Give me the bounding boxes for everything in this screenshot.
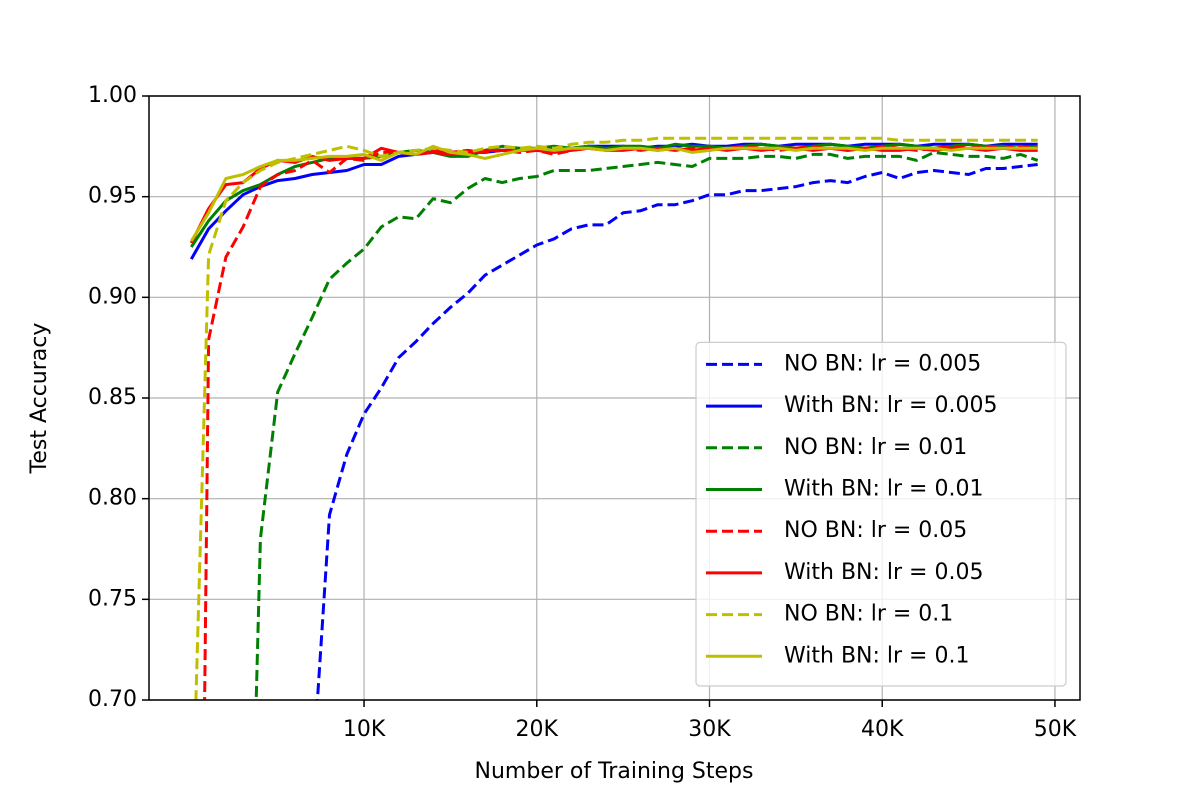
x-tick-label: 30K bbox=[688, 717, 731, 742]
plot-area bbox=[189, 136, 1039, 700]
legend-label: NO BN: lr = 0.005 bbox=[784, 351, 981, 376]
legend-label: NO BN: lr = 0.05 bbox=[784, 518, 967, 543]
legend-label: With BN: lr = 0.1 bbox=[784, 643, 969, 668]
legend-box bbox=[695, 341, 1067, 687]
series-line bbox=[190, 142, 1038, 248]
x-tick-label: 40K bbox=[861, 717, 904, 742]
series-line bbox=[194, 136, 1038, 700]
series-line bbox=[254, 150, 1039, 700]
y-tick-label: 0.95 bbox=[88, 184, 137, 209]
y-tick-label: 1.00 bbox=[88, 83, 137, 108]
y-tick-label: 0.90 bbox=[88, 284, 137, 309]
legend-label: With BN: lr = 0.01 bbox=[784, 477, 983, 502]
legend-label: NO BN: lr = 0.1 bbox=[784, 602, 953, 627]
y-tick-label: 0.75 bbox=[88, 586, 137, 611]
legend-label: NO BN: lr = 0.01 bbox=[784, 435, 967, 460]
y-tick-label: 0.80 bbox=[88, 486, 137, 511]
series-line bbox=[315, 163, 1038, 700]
x-tick-label: 10K bbox=[343, 717, 386, 742]
series-line bbox=[190, 144, 1038, 242]
x-axis-label: Number of Training Steps bbox=[475, 759, 754, 784]
y-tick-label: 0.85 bbox=[88, 385, 137, 410]
ticks: 0.70 0.75 0.80 0.85 0.90 0.95 1.00 10K 20K 30K 40K… bbox=[88, 83, 1077, 742]
legend: NO BN: lr = 0.005 With BN: lr = 0.005 NO B… bbox=[695, 341, 1067, 687]
x-tick-label: 20K bbox=[516, 717, 559, 742]
x-tick-label: 50K bbox=[1034, 717, 1077, 742]
legend-label: With BN: lr = 0.005 bbox=[784, 393, 997, 418]
legend-label: With BN: lr = 0.05 bbox=[784, 560, 983, 585]
y-tick-label: 0.70 bbox=[88, 687, 137, 712]
y-axis-label: Test Accuracy bbox=[27, 323, 52, 475]
